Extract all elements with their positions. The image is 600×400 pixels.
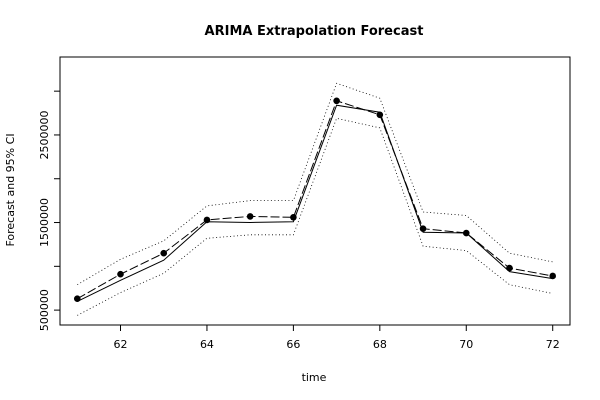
x-tick-label: 70 [459,338,473,351]
axes: 62 64 66 68 70 72 500000 1500000 2500000 [38,90,560,351]
ci-upper-line [77,82,553,286]
actual-line [77,100,553,300]
y-axis-label: Forecast and 95% CI [4,133,17,246]
series-layer [73,82,557,316]
actual-point [506,264,513,272]
x-tick-label: 66 [286,338,300,351]
y-tick-label: 2500000 [38,110,51,159]
actual-point [333,97,340,105]
plot-area [59,56,571,326]
actual-point [246,213,254,220]
chart-title: ARIMA Extrapolation Forecast [205,24,424,39]
x-axis-label: time [302,371,327,384]
x-tick-label: 72 [546,338,560,351]
y-tick-label: 1500000 [38,198,51,247]
forecast-line [77,104,553,302]
actual-point [117,270,124,278]
ci-lower-line [77,117,553,316]
x-tick-label: 62 [114,338,128,351]
actual-point [290,213,297,221]
actual-point [160,249,168,257]
actual-point [549,272,557,280]
x-tick-label: 68 [373,338,387,351]
x-tick-label: 64 [200,338,214,351]
y-tick-label: 500000 [38,289,51,331]
